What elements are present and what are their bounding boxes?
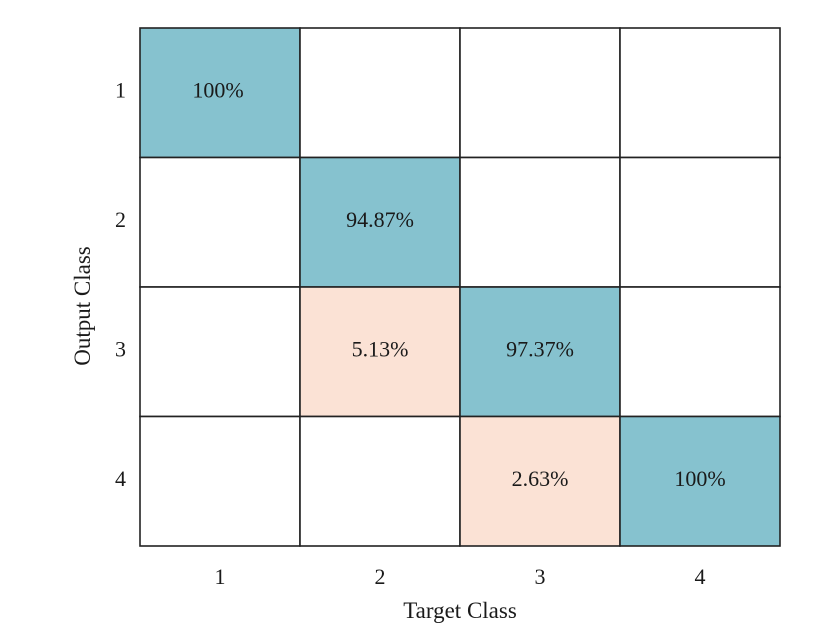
cell-r1-c4 bbox=[619, 27, 781, 159]
cell-label-r3-c2: 5.13% bbox=[352, 336, 409, 361]
x-axis-ticks: 1 2 3 4 bbox=[215, 564, 706, 589]
x-tick-label: 2 bbox=[375, 564, 386, 589]
y-tick-label: 4 bbox=[115, 466, 126, 491]
matrix-cell-labels: 100% 94.87% 5.13% 97.37% 2.63% 100% bbox=[192, 77, 725, 491]
cell-r1-c2 bbox=[299, 27, 461, 159]
cell-r4-c3 bbox=[459, 415, 621, 547]
cell-r2-c4 bbox=[619, 156, 781, 288]
cell-label-r1-c1: 100% bbox=[192, 77, 243, 102]
x-tick-label: 4 bbox=[695, 564, 706, 589]
x-axis-title: Target Class bbox=[403, 598, 517, 623]
cell-label-r3-c3: 97.37% bbox=[506, 336, 574, 361]
cell-r4-c1 bbox=[139, 415, 301, 547]
cell-r2-c2 bbox=[299, 156, 461, 288]
y-axis-title: Output Class bbox=[70, 246, 95, 366]
cell-r4-c2 bbox=[299, 415, 461, 547]
cell-r2-c1 bbox=[139, 156, 301, 288]
cell-label-r4-c3: 2.63% bbox=[512, 466, 569, 491]
x-tick-label: 3 bbox=[535, 564, 546, 589]
matrix-cells bbox=[139, 27, 781, 547]
cell-r1-c1 bbox=[139, 27, 301, 159]
cell-label-r4-c4: 100% bbox=[674, 466, 725, 491]
cell-r1-c3 bbox=[459, 27, 621, 159]
y-axis-ticks: 1 2 3 4 bbox=[115, 77, 126, 491]
y-tick-label: 1 bbox=[115, 77, 126, 102]
cell-label-r2-c2: 94.87% bbox=[346, 207, 414, 232]
cell-r3-c4 bbox=[619, 286, 781, 418]
x-tick-label: 1 bbox=[215, 564, 226, 589]
y-tick-label: 3 bbox=[115, 336, 126, 361]
cell-r3-c2 bbox=[299, 286, 461, 418]
y-tick-label: 2 bbox=[115, 207, 126, 232]
cell-r4-c4 bbox=[619, 415, 781, 547]
cell-r2-c3 bbox=[459, 156, 621, 288]
cell-r3-c1 bbox=[139, 286, 301, 418]
